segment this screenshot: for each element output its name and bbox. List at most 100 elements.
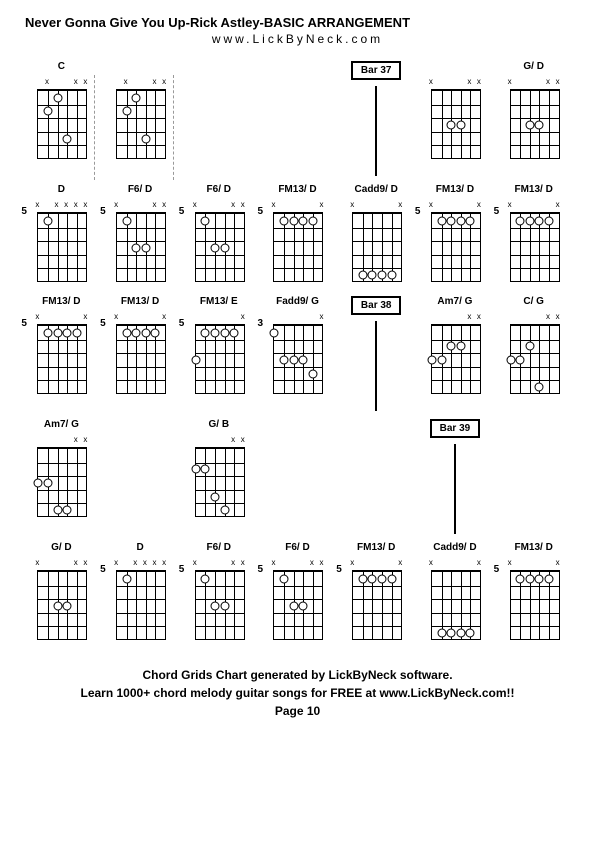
finger-dot (141, 328, 150, 337)
finger-dot (280, 216, 289, 225)
fretboard-diagram: 5xxx (110, 198, 170, 288)
bar-line (375, 86, 377, 176)
fretboard-diagram: 5xx (110, 310, 170, 400)
empty-cell (261, 419, 334, 534)
finger-dot (525, 121, 534, 130)
finger-dot (466, 216, 475, 225)
finger-dot (299, 356, 308, 365)
chord-diagram-cell: F6/ D5xxx (261, 542, 334, 646)
finger-dot (516, 574, 525, 583)
finger-dot (63, 134, 72, 143)
bar-marker: Bar 37 (340, 61, 413, 176)
fretboard-diagram: xx (346, 198, 406, 288)
finger-dot (368, 574, 377, 583)
fret-number: 5 (100, 318, 106, 329)
finger-dot (151, 328, 160, 337)
finger-dot (201, 216, 210, 225)
finger-dot (220, 328, 229, 337)
string-marker: x (395, 200, 405, 209)
chord-diagram-cell: FM13/ D5xx (104, 296, 177, 411)
fretboard-diagram: 5x (189, 310, 249, 400)
chord-name-label: FM13/ D (357, 542, 395, 556)
finger-dot (525, 216, 534, 225)
chord-diagram-cell: D5xxxxx (104, 542, 177, 646)
finger-dot (53, 506, 62, 515)
chord-name-label: FM13/ D (514, 184, 552, 198)
string-marker: x (149, 200, 159, 209)
footer-line-2: Learn 1000+ chord melody guitar songs fo… (25, 684, 570, 702)
fretboard-diagram: 5xxx (189, 556, 249, 646)
fretboard (116, 324, 166, 394)
fretboard-diagram: 5xx (504, 198, 564, 288)
fretboard-diagram: xx (31, 433, 91, 523)
fretboard-diagram: xxx (504, 75, 564, 165)
finger-dot (210, 602, 219, 611)
finger-dot (43, 479, 52, 488)
finger-dot (122, 107, 131, 116)
finger-dot (230, 328, 239, 337)
fretboard (510, 212, 560, 282)
finger-dot (427, 356, 436, 365)
fret-number: 5 (494, 564, 500, 575)
string-marker: x (505, 77, 515, 86)
bar-marker: Bar 38 (340, 296, 413, 411)
fretboard (352, 212, 402, 282)
fretboard-diagram: 5xxxxx (31, 198, 91, 288)
fretboard-diagram: 5xx (425, 198, 485, 288)
string-marker: x (238, 312, 248, 321)
finger-dot (191, 356, 200, 365)
string-marker: x (553, 312, 563, 321)
finger-dot (368, 271, 377, 280)
chord-diagram-cell: F6/ D5xxx (182, 184, 255, 288)
fret-number: 5 (257, 206, 263, 217)
string-marker: x (228, 558, 238, 567)
finger-dot (210, 492, 219, 501)
chord-name-label: G/ D (51, 542, 72, 556)
chord-name-label: F6/ D (285, 542, 309, 556)
chord-diagram-cell: xxx (104, 61, 177, 176)
fretboard-diagram: 5xx (267, 198, 327, 288)
finger-dot (201, 574, 210, 583)
empty-cell (340, 419, 413, 534)
chord-diagram-cell: Cadd9/ Dxx (419, 542, 492, 646)
finger-dot (43, 328, 52, 337)
fretboard (195, 212, 245, 282)
fretboard (195, 324, 245, 394)
string-marker: x (268, 200, 278, 209)
finger-dot (447, 121, 456, 130)
fret-number: 5 (494, 206, 500, 217)
finger-dot (456, 342, 465, 351)
bar-label: Bar 37 (351, 61, 402, 80)
string-marker: x (316, 312, 326, 321)
fretboard (116, 570, 166, 640)
fret-number: 5 (21, 206, 27, 217)
finger-dot (72, 328, 81, 337)
string-marker: x (543, 312, 553, 321)
chord-diagram-cell: FM13/ D5xx (497, 184, 570, 288)
fret-number: 5 (179, 564, 185, 575)
finger-dot (63, 602, 72, 611)
chord-diagram-cell: Am7/ Gxx (419, 296, 492, 411)
chord-name-label: Cadd9/ D (433, 542, 476, 556)
chord-diagram-cell: Fadd9/ G3x (261, 296, 334, 411)
string-marker: x (464, 312, 474, 321)
fretboard (37, 89, 87, 159)
string-marker: x (228, 435, 238, 444)
chord-diagram-cell: FM13/ E5x (182, 296, 255, 411)
chord-diagram-cell: F6/ D5xxx (182, 542, 255, 646)
finger-dot (525, 342, 534, 351)
chord-name-label: FM13/ D (436, 184, 474, 198)
fretboard-diagram: 5xxxxx (110, 556, 170, 646)
finger-dot (122, 574, 131, 583)
dashed-separator (94, 75, 95, 180)
finger-dot (141, 134, 150, 143)
chord-diagram-cell: Am7/ Gxx (25, 419, 98, 534)
finger-dot (308, 216, 317, 225)
fret-number: 3 (257, 318, 263, 329)
empty-cell (497, 419, 570, 534)
finger-dot (122, 328, 131, 337)
finger-dot (299, 216, 308, 225)
chord-diagram-cell: FM13/ D5xx (419, 184, 492, 288)
chord-diagram-cell: G/ Dxxx (25, 542, 98, 646)
finger-dot (437, 356, 446, 365)
